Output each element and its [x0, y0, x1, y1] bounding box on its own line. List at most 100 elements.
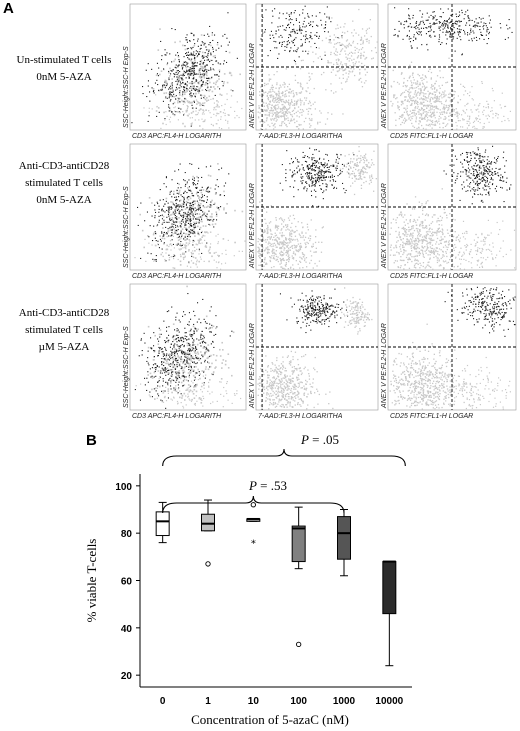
- event-dot: [395, 230, 397, 233]
- event-dot: [295, 19, 297, 21]
- event-dot: [168, 235, 170, 237]
- event-dot: [449, 35, 451, 37]
- event-dot: [345, 47, 347, 49]
- event-dot: [453, 31, 455, 33]
- event-dot: [214, 83, 217, 86]
- event-dot: [409, 253, 411, 255]
- event-dot: [335, 36, 337, 38]
- event-dot: [201, 242, 203, 244]
- event-dot: [439, 22, 441, 24]
- event-dot: [191, 229, 193, 231]
- event-dot: [213, 218, 215, 220]
- event-dot: [180, 230, 182, 232]
- event-dot: [456, 128, 458, 130]
- event-dot: [447, 123, 449, 125]
- event-dot: [366, 32, 368, 34]
- event-dot: [186, 105, 188, 107]
- event-dot: [329, 180, 331, 182]
- event-dot: [406, 243, 408, 245]
- event-dot: [263, 231, 266, 233]
- event-dot: [447, 31, 449, 33]
- event-dot: [194, 59, 196, 62]
- event-dot: [345, 53, 347, 55]
- event-dot: [497, 233, 500, 235]
- event-dot: [290, 120, 292, 122]
- event-dot: [355, 164, 357, 167]
- event-dot: [198, 196, 201, 198]
- event-dot: [183, 232, 185, 234]
- event-dot: [176, 205, 178, 207]
- event-dot: [434, 95, 436, 97]
- event-dot: [178, 75, 180, 77]
- event-dot: [192, 239, 194, 241]
- event-dot: [257, 246, 259, 248]
- event-dot: [190, 52, 192, 54]
- event-dot: [430, 27, 432, 29]
- event-dot: [364, 74, 367, 76]
- event-dot: [186, 265, 188, 267]
- event-dot: [496, 113, 498, 115]
- event-dot: [365, 80, 367, 82]
- event-dot: [184, 93, 186, 95]
- event-dot: [349, 174, 351, 176]
- event-dot: [189, 225, 191, 227]
- event-dot: [462, 119, 464, 121]
- event-dot: [275, 120, 277, 122]
- event-dot: [272, 125, 274, 127]
- event-dot: [344, 45, 346, 47]
- event-dot: [458, 25, 460, 27]
- event-dot: [198, 250, 200, 252]
- event-dot: [366, 160, 368, 162]
- event-dot: [299, 28, 301, 30]
- event-dot: [443, 106, 445, 108]
- event-dot: [414, 255, 416, 257]
- event-dot: [409, 258, 411, 261]
- event-dot: [226, 93, 228, 95]
- event-dot: [374, 47, 377, 49]
- event-dot: [372, 57, 374, 59]
- event-dot: [287, 253, 289, 255]
- event-dot: [450, 112, 452, 114]
- event-dot: [198, 89, 200, 91]
- event-dot: [365, 38, 367, 41]
- event-dot: [198, 242, 200, 244]
- event-dot: [179, 221, 181, 223]
- row-label-line: Un-stimulated T cells: [16, 54, 112, 66]
- event-dot: [415, 118, 417, 120]
- event-dot: [205, 246, 208, 248]
- event-dot: [182, 122, 184, 125]
- event-dot: [188, 100, 191, 103]
- event-dot: [489, 244, 491, 246]
- event-dot: [200, 202, 202, 205]
- event-dot: [414, 90, 417, 92]
- event-dot: [363, 82, 366, 84]
- event-dot: [190, 125, 192, 127]
- event-dot: [442, 23, 444, 25]
- event-dot: [433, 106, 435, 108]
- event-dot: [420, 31, 422, 33]
- event-dot: [222, 85, 224, 87]
- event-dot: [313, 251, 315, 253]
- event-dot: [467, 9, 469, 11]
- event-dot: [286, 246, 288, 248]
- event-dot: [322, 164, 324, 166]
- event-dot: [404, 96, 406, 98]
- event-dot: [275, 253, 277, 255]
- event-dot: [413, 218, 415, 221]
- event-dot: [442, 31, 444, 33]
- event-dot: [171, 223, 173, 225]
- event-dot: [199, 104, 201, 106]
- event-dot: [306, 188, 308, 190]
- event-dot: [409, 64, 411, 66]
- event-dot: [141, 229, 144, 232]
- event-dot: [283, 234, 285, 237]
- event-dot: [504, 119, 506, 122]
- event-dot: [190, 266, 192, 268]
- event-dot: [287, 224, 289, 226]
- event-dot: [352, 52, 354, 54]
- event-dot: [195, 184, 197, 186]
- event-dot: [315, 251, 317, 253]
- event-dot: [470, 109, 472, 111]
- event-dot: [214, 55, 216, 57]
